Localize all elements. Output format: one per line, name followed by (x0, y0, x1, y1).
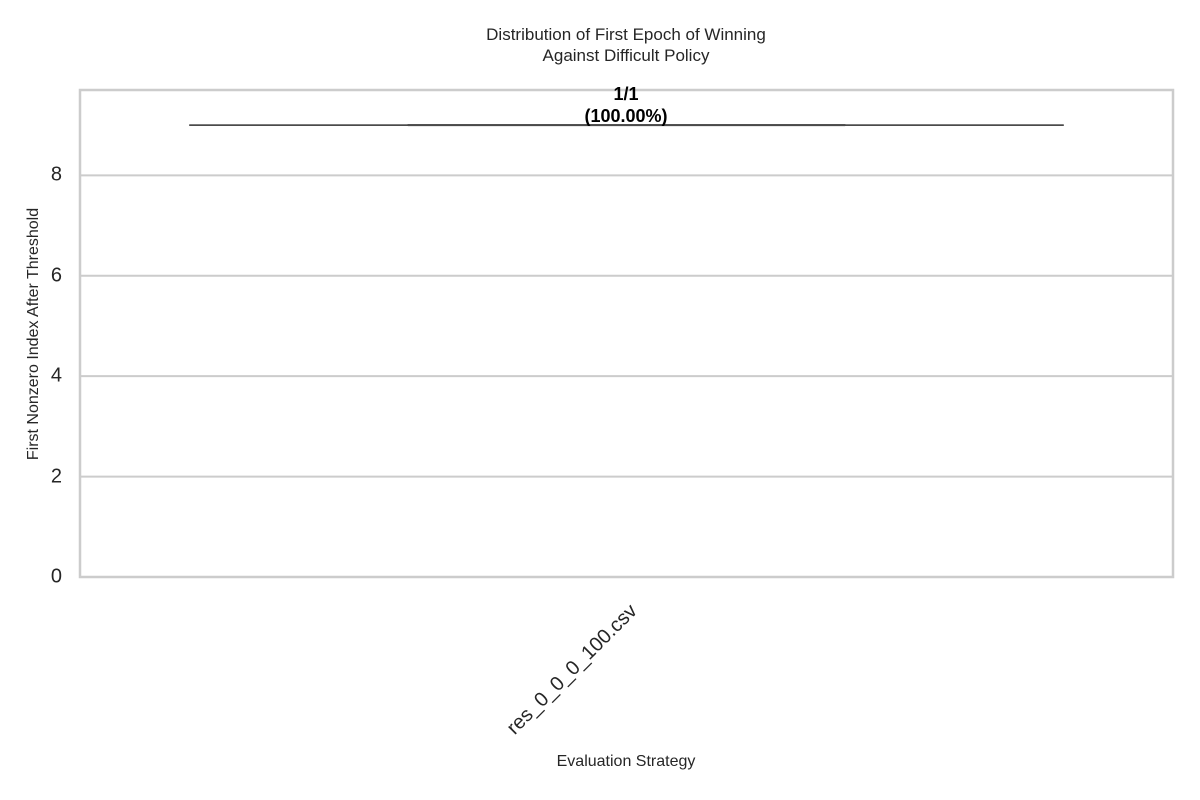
y-tick-label: 0 (50, 565, 62, 588)
y-axis-label: First Nonzero Index After Threshold (25, 207, 42, 461)
y-tick-label: 2 (50, 465, 62, 488)
percent-annotation: (100.00%) (584, 106, 668, 126)
chart-title-line1: Distribution of First Epoch of Winning (486, 25, 766, 44)
y-tick-label: 4 (50, 364, 62, 387)
y-tick-label: 8 (50, 163, 62, 186)
y-gridlines (80, 174, 1173, 478)
x-axis-label: Evaluation Strategy (556, 753, 696, 770)
count-annotation: 1/1 (613, 84, 639, 104)
y-tick-label: 6 (50, 264, 62, 287)
chart-title-line2: Against Difficult Policy (542, 46, 710, 65)
plot-frame (78, 88, 1175, 579)
